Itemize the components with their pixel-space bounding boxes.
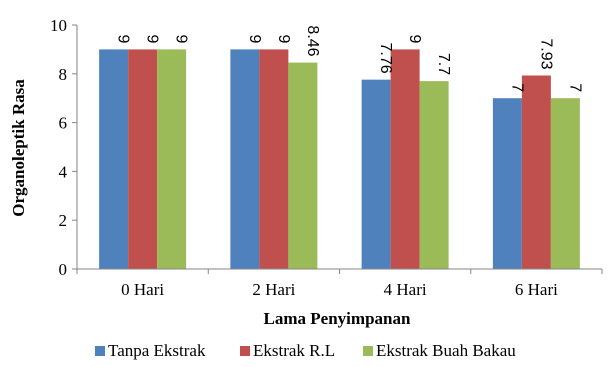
data-label: 8.46 bbox=[304, 25, 321, 56]
y-tick-label: 4 bbox=[59, 162, 68, 181]
legend-label: Tanpa Ekstrak bbox=[108, 341, 206, 360]
x-tick-label: 2 Hari bbox=[252, 280, 295, 299]
legend-label: Ekstrak Buah Bakau bbox=[376, 341, 516, 360]
bar bbox=[157, 49, 187, 270]
x-axis-title: Lama Penyimpanan bbox=[264, 309, 411, 328]
data-label: 9 bbox=[173, 34, 190, 43]
legend-label: Ekstrak R.L bbox=[253, 341, 335, 360]
y-tick-label: 0 bbox=[59, 260, 68, 279]
x-tick-label: 4 Hari bbox=[384, 280, 427, 299]
data-label: 9 bbox=[406, 34, 423, 43]
data-label: 9 bbox=[144, 34, 161, 43]
bar bbox=[361, 79, 391, 269]
bar bbox=[550, 98, 580, 269]
bar bbox=[230, 49, 260, 270]
bar bbox=[390, 49, 420, 270]
bar bbox=[288, 62, 318, 269]
bar bbox=[99, 49, 129, 270]
legend: Tanpa Ekstrak Ekstrak R.L Ekstrak Buah Bak… bbox=[95, 341, 516, 360]
data-label: 7.76 bbox=[377, 43, 394, 74]
y-tick-label: 8 bbox=[59, 65, 68, 84]
data-label: 9 bbox=[115, 34, 132, 43]
bars bbox=[99, 49, 580, 270]
bar bbox=[259, 49, 289, 270]
data-label: 7 bbox=[566, 83, 583, 92]
bar bbox=[492, 98, 522, 269]
data-label: 9 bbox=[246, 34, 263, 43]
bar bbox=[419, 81, 449, 270]
y-axis: 0 2 4 6 8 10 bbox=[50, 16, 78, 279]
bar bbox=[521, 75, 551, 270]
legend-swatch bbox=[363, 346, 373, 356]
data-label: 9 bbox=[275, 34, 292, 43]
data-labels: 9 9 9 9 9 8.46 7.76 9 7.7 7 7.93 7 bbox=[115, 25, 584, 92]
legend-swatch bbox=[95, 346, 105, 356]
data-label: 7 bbox=[508, 83, 525, 92]
y-axis-title: Organoleptik Rasa bbox=[9, 79, 28, 217]
y-tick-label: 2 bbox=[59, 211, 68, 230]
y-tick-label: 6 bbox=[59, 114, 68, 133]
data-label: 7.93 bbox=[537, 38, 554, 69]
data-label: 7.7 bbox=[435, 53, 452, 75]
x-axis: 0 Hari 2 Hari 4 Hari 6 Hari bbox=[76, 268, 603, 299]
legend-swatch bbox=[240, 346, 250, 356]
x-tick-label: 0 Hari bbox=[121, 280, 164, 299]
y-tick-label: 10 bbox=[50, 16, 67, 35]
x-tick-label: 6 Hari bbox=[515, 280, 558, 299]
bar bbox=[128, 49, 158, 270]
